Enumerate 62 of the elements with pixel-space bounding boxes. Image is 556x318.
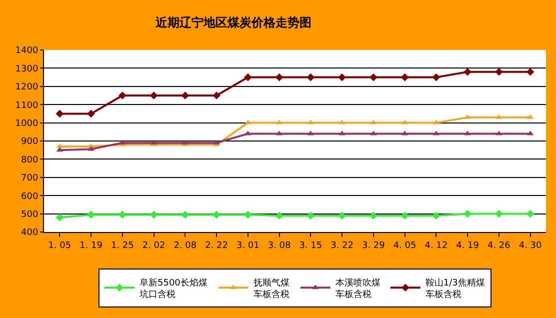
x-tick-label: 3. 15 bbox=[299, 240, 322, 251]
point bbox=[306, 73, 315, 82]
x-tick-label: 2. 22 bbox=[205, 240, 228, 251]
point bbox=[432, 73, 440, 82]
x-tick-label: 4. 26 bbox=[487, 240, 511, 251]
point bbox=[370, 212, 378, 220]
x-tick-label: 4. 30 bbox=[518, 240, 542, 251]
point bbox=[495, 210, 503, 218]
y-tick-label: 1000 bbox=[15, 118, 38, 129]
x-tick-label: 1. 19 bbox=[80, 240, 103, 251]
y-tick-label: 1200 bbox=[15, 82, 38, 93]
legend-label: 鞍山1/3焦精煤车板含税 bbox=[425, 277, 485, 300]
point bbox=[526, 210, 534, 218]
point bbox=[212, 92, 220, 100]
point bbox=[212, 210, 220, 219]
point bbox=[526, 68, 534, 76]
x-tick-label: 3. 01 bbox=[236, 240, 260, 251]
y-tick-label: 500 bbox=[21, 210, 38, 220]
legend-label: 阜新5500长焰煤坑口含税 bbox=[138, 277, 208, 300]
legend-label: 抚顺气煤车板含税 bbox=[252, 277, 290, 300]
x-tick-label: 3. 29 bbox=[362, 240, 386, 251]
x-tick-label: 4. 19 bbox=[456, 240, 480, 251]
x-tick-label: 1. 25 bbox=[110, 240, 134, 251]
x-tick-label: 4. 12 bbox=[424, 240, 448, 251]
point bbox=[118, 92, 126, 100]
y-tick-label: 1100 bbox=[15, 100, 38, 111]
y-tick-label: 800 bbox=[21, 155, 38, 166]
y-tick-label: 600 bbox=[21, 192, 38, 202]
x-tick-label: 4. 05 bbox=[393, 240, 416, 251]
y-tick-label: 900 bbox=[21, 137, 38, 148]
x-tick-label: 1. 05 bbox=[48, 240, 72, 251]
point bbox=[118, 210, 126, 219]
point bbox=[338, 212, 346, 220]
point bbox=[275, 73, 284, 82]
chart-title: 近期辽宁地区煤炭价格走势图 bbox=[154, 15, 312, 30]
point bbox=[150, 210, 158, 219]
point bbox=[464, 210, 472, 218]
point bbox=[400, 73, 409, 82]
point bbox=[306, 212, 315, 220]
point bbox=[275, 212, 284, 220]
point bbox=[495, 68, 503, 76]
point bbox=[432, 212, 440, 220]
legend-label: 本溪喷吹煤车板含税 bbox=[335, 277, 380, 300]
point bbox=[56, 110, 64, 118]
point bbox=[338, 73, 346, 82]
point bbox=[400, 212, 409, 220]
point bbox=[87, 110, 95, 118]
x-tick-label: 3. 22 bbox=[330, 240, 354, 251]
y-tick-label: 400 bbox=[21, 228, 38, 238]
point bbox=[464, 68, 472, 76]
point bbox=[56, 214, 64, 222]
y-tick-label: 700 bbox=[21, 174, 38, 184]
y-tick-label: 1400 bbox=[15, 46, 38, 56]
x-tick-label: 2. 02 bbox=[142, 240, 166, 251]
point bbox=[181, 210, 190, 219]
y-tick-label: 1300 bbox=[15, 64, 38, 74]
point bbox=[244, 210, 252, 219]
point bbox=[244, 73, 252, 82]
x-tick-label: 3. 08 bbox=[268, 240, 292, 251]
point bbox=[370, 73, 378, 82]
x-tick-label: 2. 08 bbox=[174, 240, 197, 251]
point bbox=[87, 210, 95, 219]
